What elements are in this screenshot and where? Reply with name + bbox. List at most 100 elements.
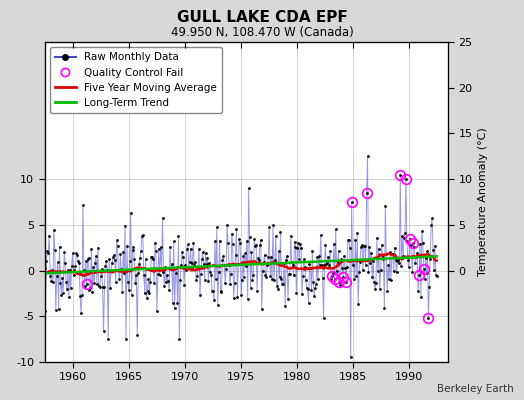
Point xyxy=(424,315,433,321)
Point xyxy=(50,226,58,233)
Point xyxy=(261,272,270,278)
Point xyxy=(389,250,397,257)
Point xyxy=(166,244,174,251)
Point xyxy=(342,279,350,286)
Point xyxy=(315,262,324,268)
Point xyxy=(202,260,211,267)
Point xyxy=(227,231,236,237)
Point xyxy=(263,261,271,268)
Point xyxy=(188,260,196,267)
Point xyxy=(300,256,308,262)
Point xyxy=(224,240,232,246)
Point xyxy=(237,292,245,298)
Point xyxy=(275,248,283,255)
Point xyxy=(397,262,406,269)
Point xyxy=(389,268,398,275)
Point xyxy=(290,239,299,245)
Point xyxy=(189,240,198,246)
Point xyxy=(111,256,119,263)
Point xyxy=(169,300,177,306)
Point xyxy=(248,276,257,283)
Point xyxy=(128,247,137,253)
Point xyxy=(243,237,251,244)
Point xyxy=(152,248,160,254)
Point xyxy=(126,258,134,264)
Point xyxy=(56,244,64,250)
Point xyxy=(384,262,392,268)
Point xyxy=(82,281,91,288)
Point xyxy=(144,288,152,294)
Point xyxy=(413,250,421,256)
Point xyxy=(216,289,225,296)
Point xyxy=(147,254,156,260)
Point xyxy=(207,272,215,278)
Point xyxy=(177,262,185,268)
Point xyxy=(368,274,376,280)
Point xyxy=(271,233,280,239)
Point xyxy=(227,271,235,277)
Point xyxy=(253,288,261,294)
Point xyxy=(96,273,105,279)
Point xyxy=(48,267,56,274)
Point xyxy=(419,240,427,246)
Point xyxy=(382,251,390,257)
Point xyxy=(335,278,344,285)
Point xyxy=(208,288,216,294)
Point xyxy=(418,228,426,234)
Point xyxy=(144,275,152,282)
Point xyxy=(165,287,173,293)
Point xyxy=(308,248,316,254)
Point xyxy=(95,284,104,290)
Point xyxy=(231,252,239,258)
Point xyxy=(56,280,64,286)
Point xyxy=(339,274,347,280)
Point xyxy=(309,279,318,286)
Point xyxy=(264,253,272,260)
Point xyxy=(258,268,267,275)
Point xyxy=(394,257,402,263)
Point xyxy=(420,276,429,283)
Point xyxy=(130,256,139,262)
Point xyxy=(218,256,226,263)
Point xyxy=(138,233,146,240)
Point xyxy=(108,260,116,266)
Point xyxy=(89,264,97,270)
Point xyxy=(304,300,313,306)
Point xyxy=(405,263,413,270)
Point xyxy=(80,266,88,273)
Point xyxy=(155,245,163,252)
Point xyxy=(333,259,342,265)
Point xyxy=(46,272,54,279)
Point xyxy=(244,185,253,192)
Point xyxy=(174,233,182,239)
Point xyxy=(184,264,193,270)
Point xyxy=(94,244,102,251)
Point xyxy=(280,260,288,266)
Point xyxy=(398,233,407,240)
Point xyxy=(332,226,340,232)
Point xyxy=(157,244,165,251)
Point xyxy=(276,229,285,235)
Point xyxy=(358,242,366,248)
Point xyxy=(115,276,124,282)
Point xyxy=(121,223,129,229)
Point xyxy=(337,256,345,262)
Point xyxy=(314,276,322,282)
Point xyxy=(375,246,383,252)
Point xyxy=(77,310,85,316)
Point xyxy=(84,255,93,261)
Point xyxy=(287,232,295,239)
Point xyxy=(52,273,61,279)
Point xyxy=(113,243,122,250)
Point xyxy=(82,258,90,264)
Point xyxy=(181,262,189,268)
Point xyxy=(259,259,268,266)
Point xyxy=(420,266,428,272)
Point xyxy=(285,270,293,277)
Point xyxy=(416,240,424,247)
Point xyxy=(332,268,341,275)
Point xyxy=(156,272,164,279)
Point xyxy=(361,242,369,249)
Point xyxy=(245,234,254,240)
Point xyxy=(269,222,277,228)
